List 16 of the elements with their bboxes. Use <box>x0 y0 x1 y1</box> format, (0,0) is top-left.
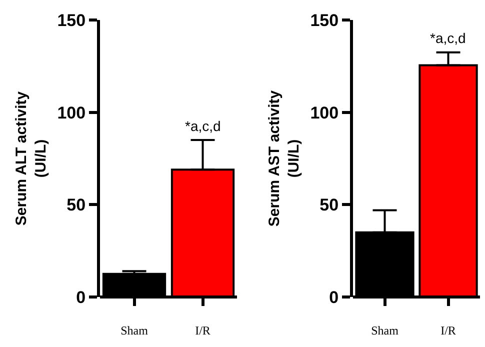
annotation: *a,c,d <box>430 30 466 46</box>
y-tick-label: 150 <box>57 10 86 30</box>
x-tick-label: Sham <box>371 323 400 338</box>
y-tick-label: 100 <box>310 103 339 122</box>
y-tick-label: 150 <box>310 10 339 30</box>
y-axis-title: Serum ALT activity (UI/L) <box>12 90 50 226</box>
y-tick-label: 50 <box>66 196 86 215</box>
x-tick-label: I/R <box>195 323 210 338</box>
y-tick-label: 100 <box>57 103 86 122</box>
y-axis-title: Serum AST activity (UI/L) <box>266 90 302 227</box>
y-tick-label: 0 <box>329 288 339 307</box>
annotation: *a,c,d <box>185 118 221 134</box>
x-tick-label: I/R <box>440 323 456 338</box>
x-tick-label: Sham <box>120 323 149 338</box>
y-tick-label: 50 <box>320 196 339 215</box>
y-tick-label: 0 <box>76 288 86 307</box>
